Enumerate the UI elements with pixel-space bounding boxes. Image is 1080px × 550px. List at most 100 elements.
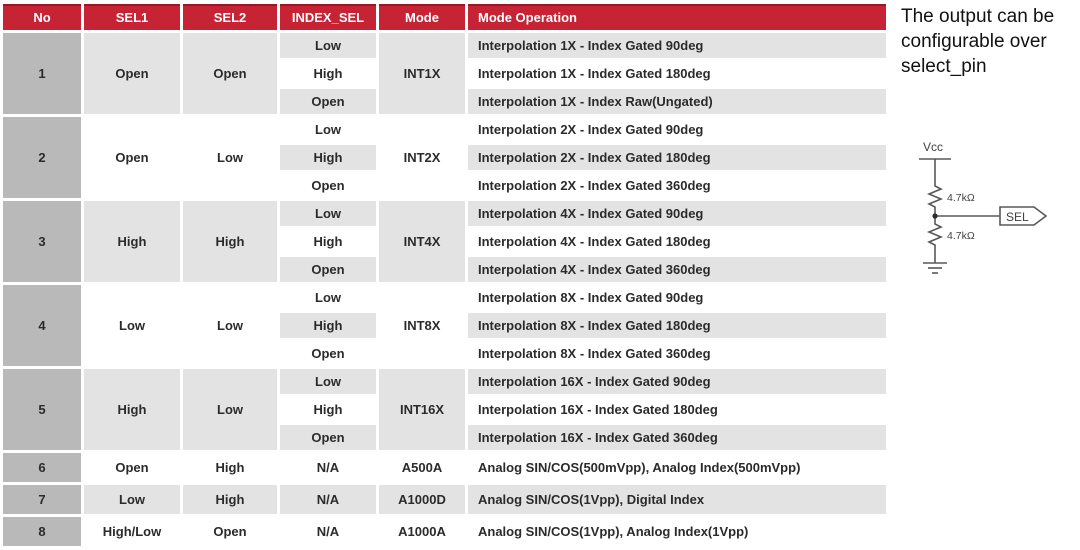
mode-cell: A1000A bbox=[379, 517, 465, 546]
ground-icon bbox=[923, 262, 947, 274]
table-row: Open Interpolation 1X - Index Raw(Ungate… bbox=[3, 89, 886, 114]
index-sel-cell: High bbox=[280, 229, 376, 254]
mode-operation-cell: Interpolation 4X - Index Gated 90deg bbox=[468, 201, 886, 226]
resistor1-label: 4.7kΩ bbox=[947, 192, 975, 204]
mode-cell: A1000D bbox=[379, 485, 465, 514]
no-cell: 2 bbox=[3, 117, 81, 198]
index-sel-cell: Open bbox=[280, 257, 376, 282]
sel-label: SEL bbox=[1006, 210, 1029, 224]
sel1-cell: Low bbox=[84, 485, 180, 514]
table-row: 2 Open Low Low INT2X Interpolation 2X - … bbox=[3, 117, 886, 198]
table-row: Open Interpolation 2X - Index Gated 360d… bbox=[3, 173, 886, 198]
mode-cell: A500A bbox=[379, 453, 465, 482]
mode-operation-cell: Interpolation 4X - Index Gated 360deg bbox=[468, 257, 886, 282]
no-cell: 1 bbox=[3, 33, 81, 114]
mode-operation-cell: Interpolation 8X - Index Gated 360deg bbox=[468, 341, 886, 366]
index-sel-cell: Low bbox=[280, 33, 376, 58]
sel2-cell: Low bbox=[183, 285, 277, 366]
mode-operation-cell: Interpolation 8X - Index Gated 90deg bbox=[468, 285, 886, 310]
header-index-sel: INDEX_SEL bbox=[280, 4, 376, 30]
mode-operation-cell: Interpolation 8X - Index Gated 180deg bbox=[468, 313, 886, 338]
mode-operation-cell: Interpolation 2X - Index Gated 90deg bbox=[468, 117, 886, 142]
index-sel-cell: N/A bbox=[280, 453, 376, 482]
header-row: No SEL1 SEL2 INDEX_SEL Mode Mode Operati… bbox=[3, 4, 886, 30]
mode-operation-cell: Interpolation 2X - Index Gated 360deg bbox=[468, 173, 886, 198]
header-sel2: SEL2 bbox=[183, 4, 277, 30]
vcc-label: Vcc bbox=[923, 140, 943, 154]
mode-operation-cell: Interpolation 16X - Index Gated 90deg bbox=[468, 369, 886, 394]
mode-cell: INT8X bbox=[379, 285, 465, 366]
table-row: High Interpolation 4X - Index Gated 180d… bbox=[3, 229, 886, 254]
table-row: 3 High High Low INT4X Interpolation 4X -… bbox=[3, 201, 886, 282]
table-row: 8 High/Low Open N/A A1000A Analog SIN/CO… bbox=[3, 517, 886, 546]
table-row: 1 Open Open Low INT1X Interpolation 1X -… bbox=[3, 33, 886, 114]
mode-operation-cell: Analog SIN/COS(1Vpp), Digital Index bbox=[468, 485, 886, 514]
table-row: High Interpolation 8X - Index Gated 180d… bbox=[3, 313, 886, 338]
note-text: The output can be configurable over sele… bbox=[901, 6, 1055, 78]
no-cell: 8 bbox=[3, 517, 81, 546]
index-sel-cell: Open bbox=[280, 341, 376, 366]
mode-operation-cell: Interpolation 2X - Index Gated 180deg bbox=[468, 145, 886, 170]
no-cell: 6 bbox=[3, 453, 81, 482]
sel1-cell: Low bbox=[84, 285, 180, 366]
circuit-diagram: Vcc 4.7kΩ 4.7kΩ SEL bbox=[895, 133, 1080, 293]
header-mode: Mode bbox=[379, 4, 465, 30]
index-sel-cell: Open bbox=[280, 173, 376, 198]
resistor-icon bbox=[926, 183, 944, 211]
table-row: Open Interpolation 16X - Index Gated 360… bbox=[3, 425, 886, 450]
no-cell: 4 bbox=[3, 285, 81, 366]
sel2-cell: High bbox=[183, 453, 277, 482]
header-mode-operation: Mode Operation bbox=[468, 4, 886, 30]
mode-cell: INT2X bbox=[379, 117, 465, 198]
table-row: 6 Open High N/A A500A Analog SIN/COS(500… bbox=[3, 453, 886, 482]
mode-operation-cell: Interpolation 16X - Index Gated 180deg bbox=[468, 397, 886, 422]
sel2-cell: Low bbox=[183, 369, 277, 450]
no-cell: 3 bbox=[3, 201, 81, 282]
sel1-cell: Open bbox=[84, 117, 180, 198]
index-sel-cell: Low bbox=[280, 201, 376, 226]
sel1-cell: Open bbox=[84, 33, 180, 114]
table-row: 4 Low Low Low INT8X Interpolation 8X - I… bbox=[3, 285, 886, 366]
index-sel-cell: Open bbox=[280, 89, 376, 114]
index-sel-cell: Low bbox=[280, 117, 376, 142]
sel1-cell: High bbox=[84, 201, 180, 282]
mode-operation-cell: Interpolation 16X - Index Gated 360deg bbox=[468, 425, 886, 450]
sel2-cell: Open bbox=[183, 517, 277, 546]
mode-table: No SEL1 SEL2 INDEX_SEL Mode Mode Operati… bbox=[0, 1, 889, 549]
table-row: High Interpolation 16X - Index Gated 180… bbox=[3, 397, 886, 422]
mode-cell: INT16X bbox=[379, 369, 465, 450]
sel2-cell: High bbox=[183, 485, 277, 514]
index-sel-cell: High bbox=[280, 145, 376, 170]
mode-operation-cell: Analog SIN/COS(1Vpp), Analog Index(1Vpp) bbox=[468, 517, 886, 546]
node-dot bbox=[932, 213, 938, 219]
mode-cell: INT1X bbox=[379, 33, 465, 114]
index-sel-cell: N/A bbox=[280, 485, 376, 514]
mode-operation-cell: Interpolation 1X - Index Raw(Ungated) bbox=[468, 89, 886, 114]
sel1-cell: High bbox=[84, 369, 180, 450]
no-cell: 7 bbox=[3, 485, 81, 514]
no-cell: 5 bbox=[3, 369, 81, 450]
index-sel-cell: Low bbox=[280, 369, 376, 394]
table-row: Open Interpolation 4X - Index Gated 360d… bbox=[3, 257, 886, 282]
table-row: High Interpolation 2X - Index Gated 180d… bbox=[3, 145, 886, 170]
table-row: Open Interpolation 8X - Index Gated 360d… bbox=[3, 341, 886, 366]
mode-cell: INT4X bbox=[379, 201, 465, 282]
resistor2-label: 4.7kΩ bbox=[947, 230, 975, 242]
table-row: 7 Low High N/A A1000D Analog SIN/COS(1Vp… bbox=[3, 485, 886, 514]
mode-operation-cell: Analog SIN/COS(500mVpp), Analog Index(50… bbox=[468, 453, 886, 482]
sel2-cell: Open bbox=[183, 33, 277, 114]
index-sel-cell: High bbox=[280, 397, 376, 422]
index-sel-cell: High bbox=[280, 61, 376, 86]
mode-operation-cell: Interpolation 4X - Index Gated 180deg bbox=[468, 229, 886, 254]
sel-tag bbox=[999, 206, 1048, 226]
sel1-cell: High/Low bbox=[84, 517, 180, 546]
resistor-icon bbox=[926, 221, 944, 249]
mode-operation-cell: Interpolation 1X - Index Gated 90deg bbox=[468, 33, 886, 58]
sel2-cell: Low bbox=[183, 117, 277, 198]
index-sel-cell: Low bbox=[280, 285, 376, 310]
mode-operation-cell: Interpolation 1X - Index Gated 180deg bbox=[468, 61, 886, 86]
index-sel-cell: N/A bbox=[280, 517, 376, 546]
sel1-cell: Open bbox=[84, 453, 180, 482]
table-row: 5 High Low Low INT16X Interpolation 16X … bbox=[3, 369, 886, 450]
sel2-cell: High bbox=[183, 201, 277, 282]
